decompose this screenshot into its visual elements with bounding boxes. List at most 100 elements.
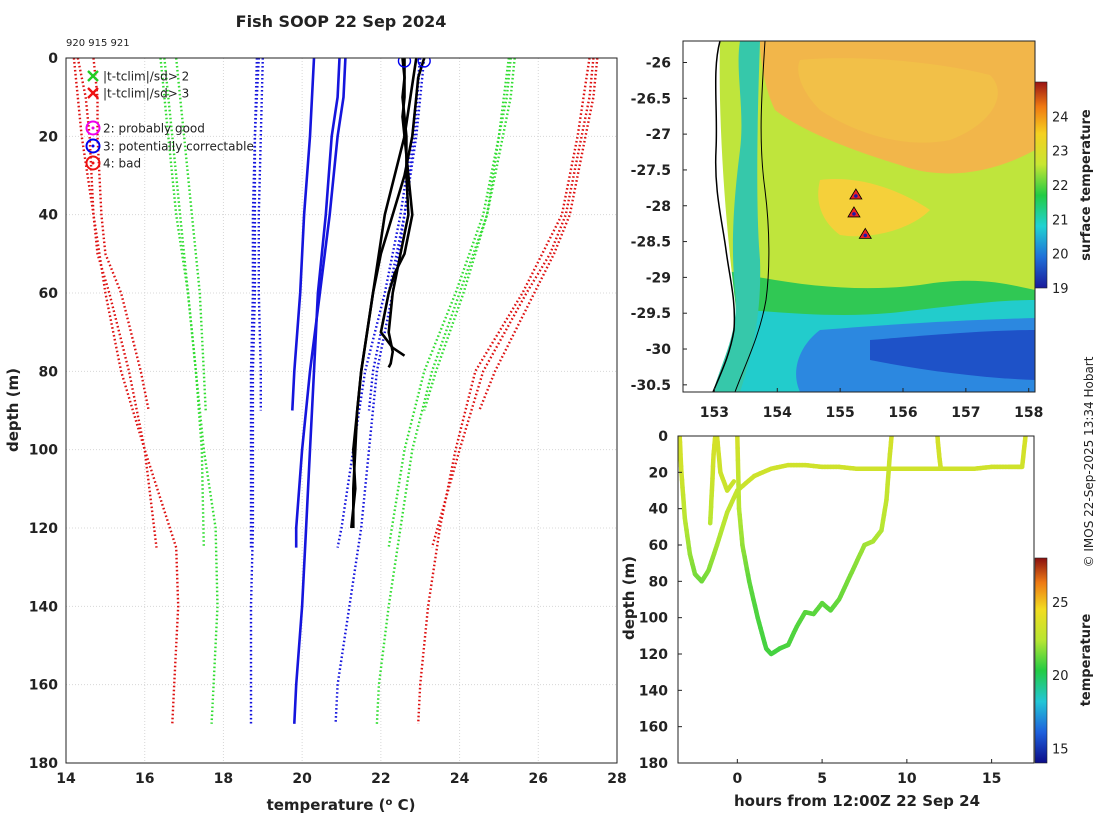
depth-time-ytick: 140: [639, 683, 668, 699]
profile-line: [350, 58, 418, 529]
legend-label: 2: probably good: [103, 122, 205, 136]
map-ticks: 153 154 155 156 157 158 -26 -26.5 -27 -27.5 -28 -28…: [631, 55, 1044, 421]
credit-text: © IMOS 22-Sep-2025 13:34 Hobart: [1082, 356, 1096, 567]
profile-ticks: 14 16 18 20 22 24 26 28 0 20 40 60 80 100 120 140 160 180: [29, 51, 627, 787]
temperature-colorbar-label: temperature: [1079, 614, 1094, 707]
depth-time-segment: [1022, 436, 1028, 444]
profile-ytick: 180: [29, 756, 58, 772]
map-ytick: -28.5: [631, 235, 671, 251]
depth-time-xtick: 15: [982, 771, 1001, 787]
profile-line: [375, 58, 510, 724]
profile-line: [159, 58, 219, 724]
depth-time-xlabel: hours from 12:00Z 22 Sep 24: [734, 792, 980, 810]
profile-line: [387, 58, 512, 548]
profile-line: [430, 58, 595, 548]
ship-position: [847, 206, 861, 218]
profile-line: [367, 58, 426, 411]
sst-field: [683, 41, 1035, 392]
temperature-colorbar-tick: 25: [1052, 596, 1069, 611]
legend-marker: [85, 138, 101, 154]
profile-chart: 14 16 18 20 22 24 26 28 0 20 40 60 80 100 120 140 160 180…: [4, 51, 627, 814]
profile-ytick: 100: [29, 443, 58, 459]
depth-time-trace: [707, 436, 737, 526]
sst-colorbar-tick: 23: [1052, 145, 1069, 160]
legend-label: 3: potentially correctable: [103, 140, 254, 154]
depth-time-ytick: 60: [649, 538, 669, 554]
depth-time-ticks: 0 5 10 15 0 20 40 60 80 100 120 140 160 180: [639, 429, 1002, 787]
map-ytick: -27: [646, 127, 671, 143]
profile-ytick: 60: [39, 286, 59, 302]
map-xtick: 154: [763, 405, 792, 421]
sst-colorbar-tick: 21: [1052, 213, 1069, 228]
profile-ids: 920 915 921: [66, 38, 130, 49]
sst-colorbar-ticks: 19 20 21 22 23 24: [1052, 110, 1069, 297]
depth-time-ytick: 100: [639, 611, 668, 627]
depth-time-xtick: 0: [732, 771, 742, 787]
profile-ytick: 120: [29, 521, 58, 537]
depth-time-xtick: 5: [817, 771, 827, 787]
profile-line: [417, 58, 591, 724]
profile-ytick: 160: [29, 678, 58, 694]
profile-xtick: 14: [56, 771, 76, 787]
map-ytick: -29.5: [631, 306, 671, 322]
legend-label: |t-tclim|/sd> 2: [103, 70, 189, 84]
map-ytick: -26.5: [631, 91, 671, 107]
sst-colorbar: [1034, 81, 1048, 289]
profile-line: [249, 58, 259, 724]
sst-colorbar-tick: 19: [1052, 282, 1069, 297]
legend-label: 4: bad: [103, 157, 141, 171]
depth-time-series: [678, 436, 1028, 657]
map-xtick: 153: [700, 405, 729, 421]
map-ytick: -29: [646, 270, 671, 286]
figure-title: Fish SOOP 22 Sep 2024: [236, 12, 447, 31]
profile-xtick: 24: [450, 771, 470, 787]
map-ytick: -28: [646, 199, 671, 215]
legend-marker: [85, 120, 101, 136]
profile-line: [293, 58, 341, 724]
profile-ylabel: depth (m): [4, 368, 22, 452]
depth-time-trace: [735, 436, 894, 657]
profile-line: [291, 58, 316, 411]
shelf-isobath: [734, 41, 770, 392]
legend-marker: [87, 87, 99, 99]
map-xtick: 156: [888, 405, 917, 421]
legend-marker: [91, 144, 95, 148]
profile-line: [294, 58, 347, 548]
ship-position: [858, 227, 872, 239]
depth-time-trace: [678, 436, 1028, 584]
profile-axes-frame: [65, 57, 618, 764]
depth-time-xtick: 10: [897, 771, 917, 787]
legend-marker: [91, 161, 95, 165]
sst-colorbar-tick: 22: [1052, 179, 1069, 194]
temperature-colorbar: [1034, 557, 1048, 764]
profile-series: [72, 58, 599, 724]
profile-line: [336, 58, 422, 548]
temperature-colorbar-ticks: 15 20 25: [1052, 596, 1069, 757]
legend-marker: [85, 155, 101, 171]
depth-time-ytick: 180: [639, 756, 668, 772]
profile-legend: |t-tclim|/sd> 2 |t-tclim|/sd> 3 2: probabl…: [85, 70, 254, 171]
profile-line: [92, 58, 150, 411]
profile-xtick: 28: [607, 771, 626, 787]
ship-position: [854, 194, 858, 198]
profile-line: [423, 58, 516, 411]
ship-position: [849, 188, 863, 200]
depth-time-ytick: 160: [639, 720, 668, 736]
map-xtick: 157: [951, 405, 980, 421]
profile-ytick: 80: [39, 364, 59, 380]
profile-xtick: 22: [371, 771, 390, 787]
profile-ytick: 40: [39, 208, 59, 224]
profile-line: [351, 58, 426, 528]
ship-track: [847, 188, 872, 239]
profile-ytick: 140: [29, 599, 58, 615]
depth-time-chart: 0 5 10 15 0 20 40 60 80 100 120 140 160 180 hours fro…: [620, 429, 1094, 810]
map-ytick: -26: [646, 55, 671, 71]
temperature-colorbar-tick: 20: [1052, 669, 1069, 684]
profile-line: [379, 58, 414, 357]
flag-marker: [397, 58, 412, 68]
profile-line: [175, 58, 207, 411]
ship-position: [863, 233, 868, 238]
profile-xtick: 16: [135, 771, 154, 787]
profile-line: [163, 58, 205, 548]
